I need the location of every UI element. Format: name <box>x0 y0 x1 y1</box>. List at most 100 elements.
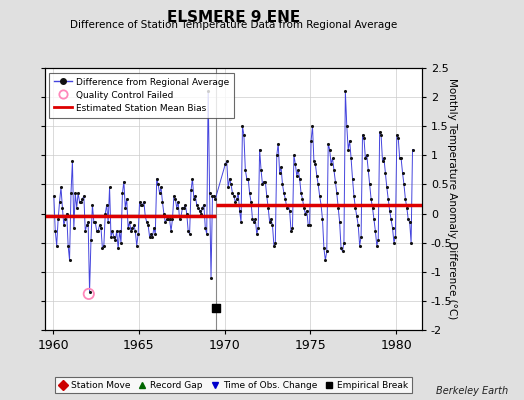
Point <box>235 208 244 214</box>
Point <box>111 236 119 243</box>
Point <box>71 190 80 196</box>
Point <box>110 234 118 240</box>
Point <box>388 225 397 231</box>
Point <box>286 208 294 214</box>
Point <box>140 199 148 205</box>
Text: Difference of Station Temperature Data from Regional Average: Difference of Station Temperature Data f… <box>70 20 397 30</box>
Point <box>341 88 350 94</box>
Point <box>271 240 279 246</box>
Point <box>221 161 230 167</box>
Point <box>381 170 389 176</box>
Point <box>185 231 194 237</box>
Point <box>380 155 388 162</box>
Point <box>292 172 301 179</box>
Point <box>300 204 308 211</box>
Point <box>361 155 369 162</box>
Point <box>298 196 307 202</box>
Point <box>348 176 357 182</box>
Point <box>317 202 325 208</box>
Point <box>398 170 407 176</box>
Point <box>152 176 161 182</box>
Point <box>81 228 90 234</box>
Point <box>278 181 287 188</box>
Point <box>113 228 121 234</box>
Point <box>131 228 139 234</box>
Point <box>82 222 91 228</box>
Point <box>331 178 340 185</box>
Point <box>351 204 359 211</box>
Point <box>290 152 298 158</box>
Point <box>170 193 178 199</box>
Point <box>200 202 208 208</box>
Point <box>321 257 330 263</box>
Point <box>396 155 404 162</box>
Point <box>343 123 351 130</box>
Point <box>135 199 144 205</box>
Point <box>172 204 181 211</box>
Point <box>150 225 158 231</box>
Point <box>85 289 94 295</box>
Point <box>251 216 259 222</box>
Point <box>353 213 361 220</box>
Point <box>288 225 297 231</box>
Point <box>363 152 371 158</box>
Point <box>228 190 237 196</box>
Point <box>192 202 201 208</box>
Point <box>121 204 129 211</box>
Point <box>315 193 324 199</box>
Point <box>148 234 157 240</box>
Point <box>198 204 206 211</box>
Point <box>225 176 234 182</box>
Point <box>238 123 247 130</box>
Point <box>311 161 320 167</box>
Point <box>168 216 177 222</box>
Y-axis label: Monthly Temperature Anomaly Difference (°C): Monthly Temperature Anomaly Difference (… <box>446 78 456 320</box>
Point <box>291 161 300 167</box>
Point <box>195 208 204 214</box>
Point <box>124 225 133 231</box>
Point <box>329 155 337 162</box>
Point <box>274 140 282 147</box>
Point <box>182 210 191 217</box>
Point <box>74 190 82 196</box>
Point <box>245 190 254 196</box>
Point <box>355 242 364 249</box>
Point <box>207 274 215 281</box>
Point <box>313 172 321 179</box>
Point <box>62 210 71 217</box>
Point <box>365 181 374 188</box>
Point <box>114 245 122 252</box>
Point <box>117 240 125 246</box>
Point <box>371 228 379 234</box>
Point <box>377 132 385 138</box>
Point <box>210 193 218 199</box>
Point <box>88 202 96 208</box>
Point <box>244 176 253 182</box>
Point <box>138 202 147 208</box>
Point <box>84 219 92 226</box>
Point <box>57 184 65 190</box>
Point <box>108 228 117 234</box>
Point <box>78 196 86 202</box>
Point <box>64 242 72 249</box>
Point <box>287 228 295 234</box>
Point <box>397 155 405 162</box>
Point <box>145 234 154 240</box>
Point <box>166 216 174 222</box>
Point <box>201 225 210 231</box>
Point <box>247 199 255 205</box>
Point <box>241 167 249 173</box>
Point <box>391 234 400 240</box>
Point <box>261 178 269 185</box>
Point <box>171 196 180 202</box>
Point <box>77 199 85 205</box>
Point <box>133 242 141 249</box>
Point <box>402 204 411 211</box>
Point <box>107 234 115 240</box>
Point <box>339 248 347 254</box>
Point <box>227 181 235 188</box>
Point <box>390 240 398 246</box>
Point <box>54 216 62 222</box>
Point <box>174 199 182 205</box>
Point <box>268 222 277 228</box>
